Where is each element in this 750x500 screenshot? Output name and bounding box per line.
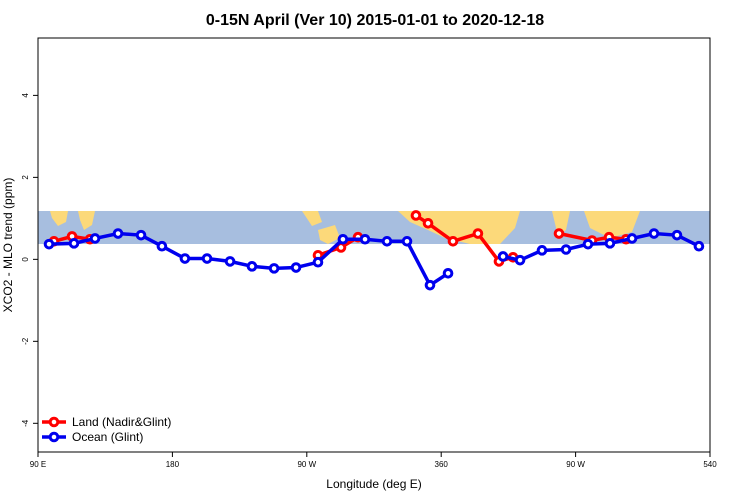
point [472, 228, 484, 239]
legend-label: Ocean (Glint) [72, 430, 143, 444]
point [43, 238, 55, 250]
chart-title: 0-15N April (Ver 10) 2015-01-01 to 2020-… [206, 12, 544, 29]
point [410, 210, 422, 221]
point [381, 236, 393, 247]
x-tick-label: 90 W [566, 460, 585, 469]
point [135, 229, 147, 241]
point [442, 267, 454, 279]
y-tick-label: -4 [21, 419, 30, 427]
legend-marker [48, 431, 60, 443]
x-tick-label: 360 [435, 460, 449, 469]
point [246, 261, 258, 272]
map-land [50, 211, 640, 244]
point [626, 233, 638, 244]
point [604, 238, 616, 249]
y-tick-label: 0 [21, 257, 30, 262]
point [89, 233, 101, 244]
legend-marker [48, 416, 60, 428]
y-tick-label: 4 [21, 93, 30, 98]
point [582, 238, 594, 250]
point [401, 236, 413, 247]
point [179, 253, 191, 264]
point [648, 228, 660, 239]
x-tick-label: 180 [166, 460, 180, 469]
point [224, 256, 236, 267]
point [156, 240, 168, 252]
point [201, 253, 213, 264]
point [112, 228, 124, 239]
point [422, 217, 434, 229]
point [447, 236, 459, 247]
legend-label: Land (Nadir&Glint) [72, 415, 171, 429]
point [268, 263, 280, 274]
point [536, 245, 548, 256]
x-tick-label: 90 W [297, 460, 316, 469]
x-tick-label: 540 [703, 460, 717, 469]
x-axis-label: Longitude (deg E) [326, 477, 421, 491]
point [359, 233, 371, 245]
y-tick-label: 2 [21, 175, 30, 180]
plot-frame [37, 37, 711, 453]
point [424, 279, 436, 291]
point [671, 229, 683, 241]
point [553, 228, 565, 239]
point [560, 244, 572, 255]
point [68, 238, 80, 249]
y-tick-label: -2 [21, 337, 30, 345]
x-tick-label: 90 E [30, 460, 46, 469]
point [497, 251, 509, 262]
point [312, 256, 324, 268]
point [290, 262, 302, 273]
point [693, 240, 705, 252]
point [337, 233, 349, 245]
y-axis-label: XCO2 - MLO trend (ppm) [1, 178, 15, 313]
point [514, 254, 526, 266]
